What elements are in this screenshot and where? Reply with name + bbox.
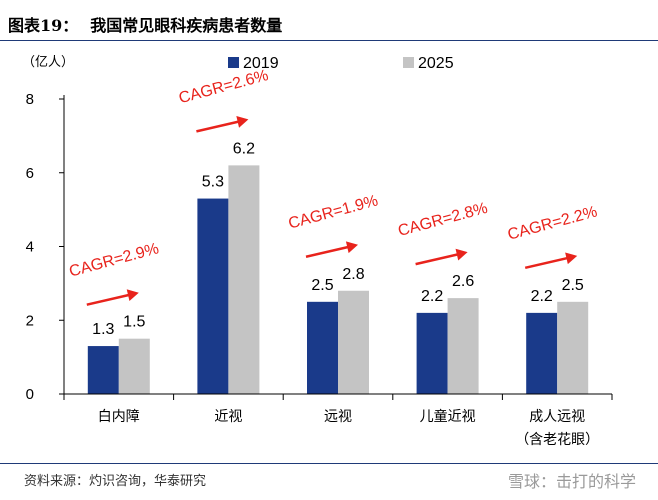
- cagr-annotation: CAGR=2.6%: [177, 67, 270, 107]
- value-label-2025: 2.5: [562, 277, 584, 294]
- y-tick-label: 8: [26, 91, 34, 108]
- title-rule: [0, 40, 658, 41]
- value-label-2025: 2.6: [452, 273, 474, 290]
- value-label-2019: 2.2: [531, 288, 553, 305]
- y-axis-unit: （亿人）: [22, 55, 74, 70]
- y-tick-label: 0: [26, 386, 34, 403]
- x-category-label: 白内障: [98, 409, 140, 425]
- bar-2019: [197, 198, 229, 394]
- y-tick-label: 4: [26, 239, 34, 256]
- figure-number: 图表19：: [8, 16, 79, 35]
- cagr-arrow-head: [236, 116, 249, 128]
- footer-rule: [0, 463, 658, 464]
- value-label-2019: 1.3: [92, 321, 114, 338]
- bar-2025: [447, 298, 479, 394]
- cagr-arrow-head: [455, 248, 468, 261]
- bar-2025: [338, 290, 369, 394]
- bar-2019: [526, 312, 558, 394]
- value-label-2025: 6.2: [233, 140, 255, 157]
- legend-swatch-2025: [403, 57, 414, 68]
- figure-title-text: 我国常见眼科疾病患者数量: [90, 16, 283, 35]
- cagr-arrow-shaft: [524, 255, 572, 270]
- x-category-label: 近视: [214, 409, 242, 425]
- cagr-arrow-shaft: [305, 244, 353, 258]
- x-category-label: （含老花眼）: [515, 432, 599, 448]
- bar-2025: [228, 165, 260, 394]
- value-label-2019: 2.2: [421, 288, 443, 305]
- y-tick-label: 2: [26, 312, 34, 329]
- legend-label-2019: 2019: [243, 55, 279, 72]
- x-category-label: 成人远视: [529, 409, 585, 425]
- bar-2019: [416, 312, 448, 394]
- cagr-arrow-shaft: [86, 292, 134, 306]
- figure-title: 图表19： 我国常见眼科疾病患者数量: [8, 12, 282, 36]
- legend-label-2025: 2025: [418, 55, 454, 72]
- cagr-annotation: CAGR=2.2%: [506, 203, 599, 243]
- bar-2019: [87, 346, 119, 394]
- cagr-arrow-shaft: [415, 252, 462, 266]
- legend-swatch-2019: [228, 57, 239, 68]
- y-tick-label: 6: [26, 165, 34, 182]
- cagr-arrow-head: [345, 241, 358, 254]
- cagr-annotation: CAGR=1.9%: [287, 192, 380, 232]
- bar-2025: [557, 301, 589, 394]
- value-label-2019: 5.3: [202, 174, 224, 191]
- x-category-label: 远视: [324, 409, 352, 425]
- watermark: 雪球：击打的科学: [507, 472, 636, 491]
- cagr-arrow-head: [565, 252, 578, 265]
- cagr-arrow-head: [126, 289, 139, 302]
- cagr-annotation: CAGR=2.8%: [396, 200, 489, 240]
- cagr-annotation: CAGR=2.9%: [67, 240, 160, 280]
- value-label-2019: 2.5: [311, 277, 333, 294]
- x-category-label: 儿童近视: [420, 408, 476, 425]
- value-label-2025: 2.8: [342, 266, 364, 283]
- bar-2019: [307, 301, 338, 394]
- bar-2025: [118, 338, 150, 394]
- source-note: 资料来源：灼识咨询，华泰研究: [24, 474, 207, 489]
- value-label-2025: 1.5: [123, 314, 145, 331]
- cagr-arrow-shaft: [196, 119, 243, 133]
